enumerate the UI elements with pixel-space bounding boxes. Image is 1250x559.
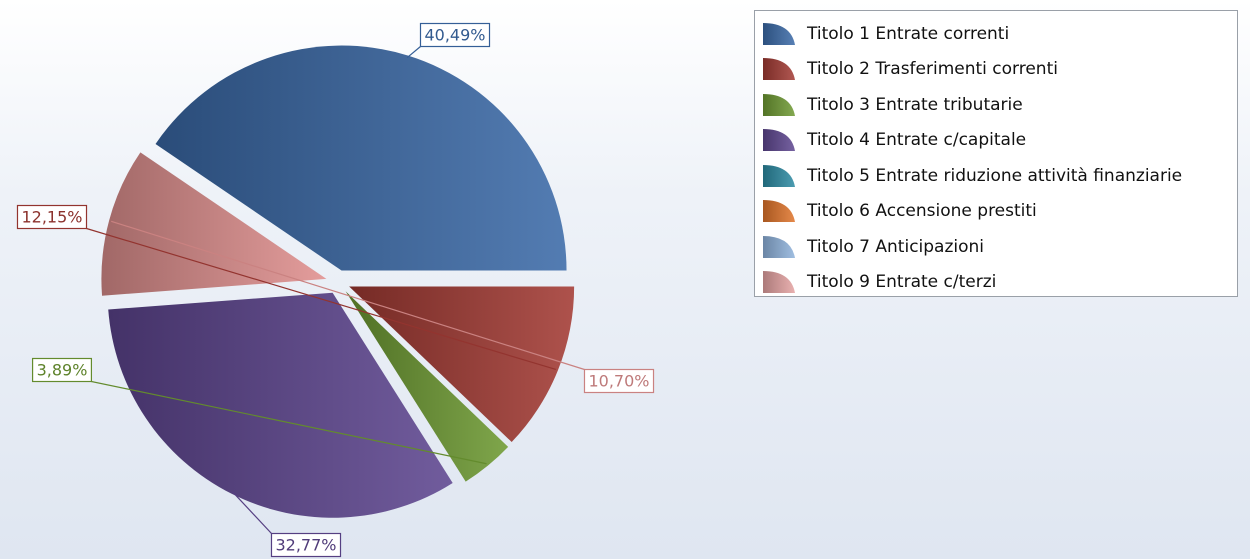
legend-label: Titolo 1 Entrate correnti	[807, 23, 1010, 44]
legend-label: Titolo 4 Entrate c/capitale	[807, 130, 1027, 151]
data-labels: 40,49% 10,70% 32,77% 3,89% 12,15%	[16, 22, 655, 558]
legend-swatch-icon	[761, 163, 797, 189]
legend-swatch-icon	[761, 198, 797, 224]
pie-slice-3	[108, 292, 453, 518]
legend-label: Titolo 5 Entrate riduzione attività fina…	[807, 165, 1183, 186]
data-label-box-4	[31, 357, 93, 383]
legend-swatch-icon	[761, 21, 797, 47]
legend-item: Titolo 6 Accensione prestiti	[761, 194, 1237, 230]
data-label-box-1	[419, 22, 491, 48]
legend-label: Titolo 9 Entrate c/terzi	[807, 272, 997, 293]
pie-chart: 40,49% 10,70% 32,77% 3,89% 12,15%	[16, 22, 655, 558]
leader-line-5	[86, 227, 557, 371]
legend-label: Titolo 3 Entrate tributarie	[807, 94, 1023, 115]
legend-item: Titolo 2 Trasferimenti correnti	[761, 52, 1237, 88]
data-label-3: 32,77%	[275, 536, 336, 555]
leader-line-3	[231, 491, 272, 534]
pie-chart-svg: 40,49% 10,70% 32,77% 3,89% 12,15%	[16, 22, 655, 558]
data-label-5: 12,15%	[21, 208, 82, 227]
legend-swatch-icon	[761, 56, 797, 82]
legend-item: Titolo 9 Entrate c/terzi	[761, 265, 1237, 301]
legend-item: Titolo 4 Entrate c/capitale	[761, 123, 1237, 159]
pie-slice-2	[101, 152, 327, 296]
data-label-4: 3,89%	[37, 361, 88, 380]
pie-slice-4	[345, 291, 509, 482]
leader-line-4	[91, 380, 487, 465]
legend-label: Titolo 2 Trasferimenti correnti	[807, 59, 1058, 80]
legend-item: Titolo 3 Entrate tributarie	[761, 87, 1237, 123]
pie-slice-5	[349, 286, 575, 443]
data-label-box-2	[583, 368, 655, 394]
legend-label: Titolo 7 Anticipazioni	[807, 236, 985, 257]
pie-slices	[101, 45, 575, 518]
legend-swatch-icon	[761, 92, 797, 118]
legend-label: Titolo 6 Accensione prestiti	[807, 201, 1037, 222]
pie-slice-1	[155, 45, 567, 271]
legend-swatch-icon	[761, 269, 797, 295]
legend-item: Titolo 7 Anticipazioni	[761, 229, 1237, 265]
data-label-2: 10,70%	[588, 372, 649, 391]
data-label-box-5	[16, 204, 88, 230]
legend-swatch-icon	[761, 234, 797, 260]
label-leaders	[86, 46, 585, 534]
legend-item: Titolo 5 Entrate riduzione attività fina…	[761, 158, 1237, 194]
data-label-box-3	[270, 532, 342, 558]
data-label-1: 40,49%	[424, 26, 485, 45]
chart-legend: Titolo 1 Entrate correnti Titolo 2 Trasf…	[754, 10, 1238, 297]
legend-swatch-icon	[761, 127, 797, 153]
leader-line-1	[406, 46, 421, 59]
leader-line-2	[111, 220, 585, 371]
legend-item: Titolo 1 Entrate correnti	[761, 16, 1237, 52]
